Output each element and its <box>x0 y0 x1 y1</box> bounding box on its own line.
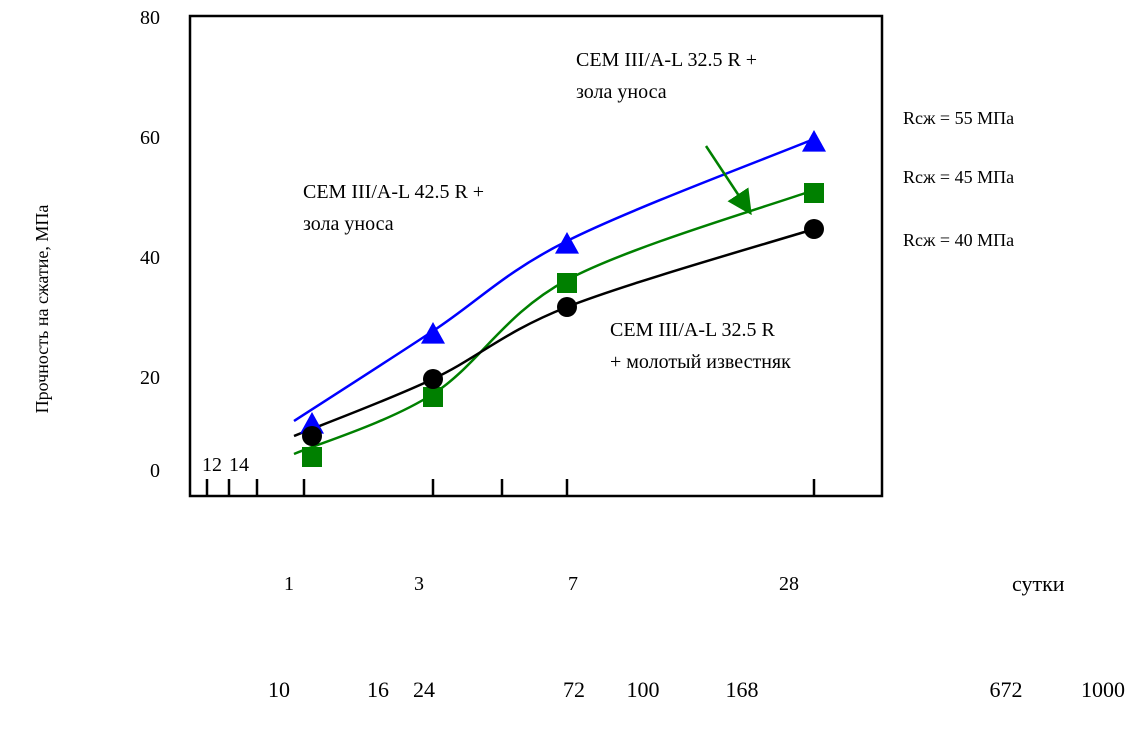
data-point-square <box>302 447 322 467</box>
x-tick-label-hour: 72 <box>563 677 585 702</box>
data-point-circle <box>557 297 577 317</box>
series-label-42-5-line2: зола уноса <box>303 213 394 235</box>
strength-annotation-55: Rсж = 55 МПа <box>903 108 1014 128</box>
series-line <box>293 227 815 438</box>
data-point-triangle <box>421 322 445 344</box>
y-tick-label: 40 <box>140 247 160 269</box>
x-tick-label-hour: 16 <box>367 677 389 702</box>
data-point-square <box>423 387 443 407</box>
x-tick-label-day: 3 <box>414 573 424 595</box>
y-tick-label: 80 <box>140 7 160 29</box>
x-tick-label-small: 12 <box>202 454 222 476</box>
y-axis-label: Прочность на сжатие, МПа <box>32 205 52 414</box>
plot-frame <box>188 14 884 498</box>
y-tick-label: 0 <box>150 460 160 482</box>
x-axis-label: сутки <box>1012 571 1065 596</box>
data-point-circle <box>804 219 824 239</box>
data-point-square <box>804 183 824 203</box>
data-point-circle <box>423 369 443 389</box>
x-tick-label-day: 28 <box>779 573 799 595</box>
series-label-32-5-fly-ash-line2: зола уноса <box>576 81 667 103</box>
x-tick-label-hour: 100 <box>627 677 660 702</box>
x-tick-label-hour: 168 <box>726 677 759 702</box>
x-tick-label-small: 14 <box>229 454 249 476</box>
series-line <box>293 137 815 423</box>
series-label-32-5-limestone-line1: CEM III/A-L 32.5 R <box>610 319 775 341</box>
y-tick-label: 20 <box>140 367 160 389</box>
series-label-32-5-fly-ash-line1: CEM III/A-L 32.5 R + <box>576 49 757 71</box>
callout-arrow <box>704 145 752 216</box>
series-label-42-5-line1: CEM III/A-L 42.5 R + <box>303 181 484 203</box>
y-tick-label: 60 <box>140 127 160 149</box>
series-line <box>293 188 815 456</box>
x-tick-label-hour: 672 <box>990 677 1023 702</box>
x-tick-label-day: 1 <box>284 573 294 595</box>
x-tick-label-day: 7 <box>568 573 578 595</box>
data-point-circle <box>302 426 322 446</box>
strength-annotation-45: Rсж = 45 МПа <box>903 167 1014 187</box>
strength-annotation-40: Rсж = 40 МПа <box>903 230 1014 250</box>
data-point-triangle <box>802 130 826 152</box>
x-tick-label-hour: 1000 <box>1081 677 1125 702</box>
x-tick-label-hour: 24 <box>413 677 435 702</box>
series-label-32-5-limestone-line2: + молотый известняк <box>610 351 791 373</box>
x-tick-label-hour: 10 <box>268 677 290 702</box>
data-point-triangle <box>555 232 579 254</box>
data-point-square <box>557 273 577 293</box>
